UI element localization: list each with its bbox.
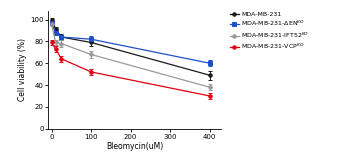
Legend: MDA-MB-231, MDA-MB-231-ΔEN$^{KO}$, MDA-MB-231-IFT52$^{KO}$, MDA-MB-231-VCP$^{KO}: MDA-MB-231, MDA-MB-231-ΔEN$^{KO}$, MDA-M…: [230, 12, 309, 51]
X-axis label: Bleomycin(uM): Bleomycin(uM): [106, 142, 164, 151]
Y-axis label: Cell viability (%): Cell viability (%): [18, 38, 27, 101]
